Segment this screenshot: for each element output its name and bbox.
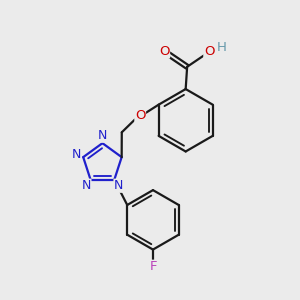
Text: N: N <box>98 129 107 142</box>
Text: O: O <box>135 110 146 122</box>
Text: O: O <box>159 45 169 58</box>
Text: N: N <box>82 179 91 192</box>
Text: N: N <box>71 148 81 161</box>
Text: O: O <box>204 45 214 58</box>
Text: F: F <box>150 260 157 273</box>
Text: N: N <box>114 179 123 192</box>
Text: H: H <box>217 41 227 54</box>
